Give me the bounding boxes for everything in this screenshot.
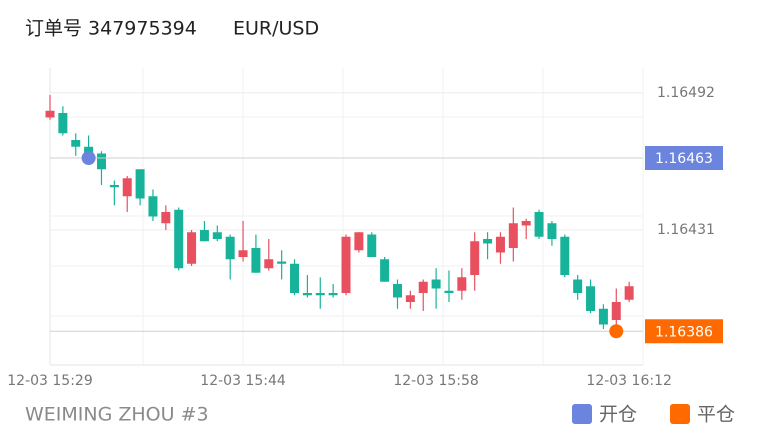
candle-body xyxy=(109,185,119,188)
candle-body xyxy=(534,212,544,237)
candle-body xyxy=(586,286,596,311)
candle-body xyxy=(315,293,325,296)
x-tick-label: 12-03 16:12 xyxy=(586,373,671,389)
candle-body xyxy=(521,221,531,226)
candle-body xyxy=(444,290,454,293)
candle-body xyxy=(161,212,171,224)
y-tick-label: 1.16492 xyxy=(657,85,715,101)
candle-body xyxy=(174,209,184,269)
candle-body xyxy=(148,196,158,217)
price-tag xyxy=(645,319,723,344)
trade-marker xyxy=(609,324,624,339)
candle-body xyxy=(367,234,377,257)
candle-body xyxy=(611,302,621,320)
legend-label: 开仓 xyxy=(599,404,637,426)
candle-body xyxy=(405,295,415,302)
background-grid xyxy=(50,68,644,365)
candle-body xyxy=(212,232,222,239)
candle-body xyxy=(457,277,467,291)
candle-body xyxy=(573,279,583,293)
candle-body xyxy=(71,140,81,147)
symbol: EUR/USD xyxy=(233,18,319,40)
candle-body xyxy=(238,250,248,257)
candle-body xyxy=(122,178,132,197)
candle-body xyxy=(483,239,493,244)
candle-body xyxy=(199,230,209,242)
candle-body xyxy=(290,263,300,293)
x-tick-label: 12-03 15:44 xyxy=(200,373,286,389)
candle-body xyxy=(58,113,68,134)
price-tag-label: 1.16463 xyxy=(655,151,713,167)
legend-swatch xyxy=(572,404,592,424)
candle-body xyxy=(392,284,402,298)
candle-body xyxy=(380,259,390,282)
candle-body xyxy=(251,248,261,273)
candle-body xyxy=(96,153,106,170)
account-name: WEIMING ZHOU #3 xyxy=(25,404,209,426)
candle-body xyxy=(354,232,364,251)
candle-body xyxy=(45,110,55,118)
candle-body xyxy=(225,236,235,260)
y-tick-label: 1.16431 xyxy=(657,222,715,238)
x-tick-label: 12-03 15:58 xyxy=(393,373,478,389)
candle-body xyxy=(470,241,480,275)
candle-body xyxy=(547,223,557,239)
candle-body xyxy=(418,281,428,293)
candle-body xyxy=(135,169,145,199)
candle-body xyxy=(341,236,351,293)
candle-body xyxy=(264,259,274,269)
price-tag xyxy=(645,146,723,170)
legend-label: 平仓 xyxy=(697,404,735,426)
candle-body xyxy=(431,279,441,289)
price-tag-label: 1.16386 xyxy=(655,324,713,340)
x-tick-label: 12-03 15:29 xyxy=(7,373,92,389)
candle-body xyxy=(328,293,338,296)
order-number: 订单号 347975394 xyxy=(25,18,197,40)
legend-swatch xyxy=(670,404,690,424)
candle-body xyxy=(187,232,197,264)
candle-body xyxy=(277,261,287,264)
candle-body xyxy=(302,293,312,296)
candle-body xyxy=(560,236,570,275)
candle-body xyxy=(508,223,518,248)
candle-body xyxy=(624,286,634,300)
candle-body xyxy=(598,308,608,325)
candle-body xyxy=(495,236,505,253)
trade-marker xyxy=(81,151,96,165)
